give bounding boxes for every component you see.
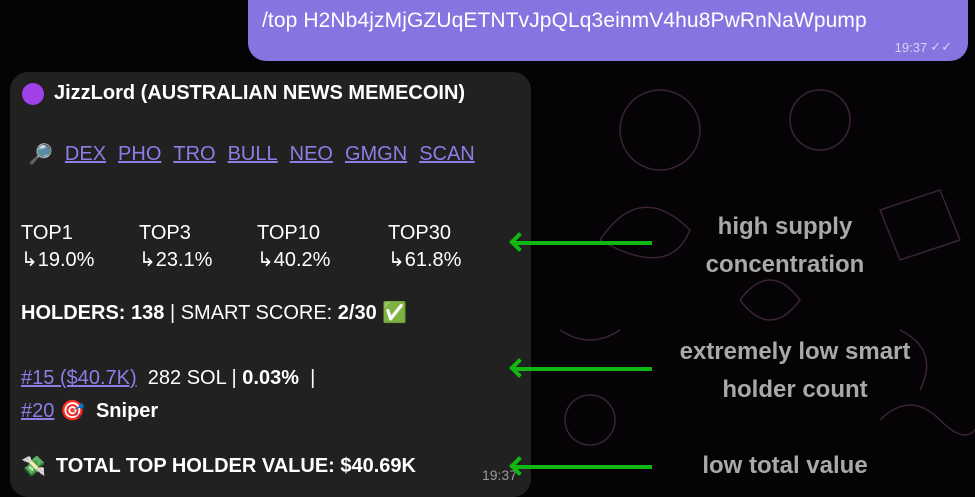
bot-reply-message: JizzLord (AUSTRALIAN NEWS MEMECOIN) 🔎 DE… <box>10 72 531 497</box>
top-value: ↳61.8% <box>388 249 462 271</box>
arrow-left-icon <box>514 465 652 469</box>
wallet-tag: Sniper <box>95 400 159 422</box>
link-bull[interactable]: BULL <box>227 143 278 165</box>
arrow-left-icon <box>514 367 652 371</box>
top-label: TOP3 <box>139 222 191 244</box>
wallet-link[interactable]: #20 <box>21 400 55 422</box>
top-label: TOP10 <box>257 222 320 244</box>
check-icon: ✅ <box>382 302 408 324</box>
holders-label: HOLDERS: <box>21 302 126 324</box>
link-row: 🔎 DEX PHO TRO BULL NEO GMGN SCAN <box>28 142 475 167</box>
message-time: 19:37 <box>481 467 517 483</box>
top-label: TOP1 <box>21 222 73 244</box>
total-value: TOTAL TOP HOLDER VALUE: $40.69K <box>55 455 416 477</box>
holders-value: 138 <box>131 302 165 324</box>
link-gmgn[interactable]: GMGN <box>344 143 408 165</box>
purple-circle-icon <box>22 82 44 105</box>
smart-score-label: | SMART SCORE: <box>169 302 333 324</box>
link-tro[interactable]: TRO <box>173 143 216 165</box>
top-value: ↳40.2% <box>257 249 331 271</box>
annotation: extremely low smart holder count <box>679 338 911 403</box>
holders-line: HOLDERS: 138 | SMART SCORE: 2/30 ✅ <box>21 300 407 325</box>
magnifier-icon: 🔎 <box>28 144 53 166</box>
double-check-icon: ✓✓ <box>930 39 952 54</box>
message-time: 19:37 <box>894 39 928 55</box>
link-scan[interactable]: SCAN <box>419 143 475 165</box>
link-dex[interactable]: DEX <box>64 143 107 165</box>
command-text: /top H2Nb4jzMjGZUqETNTvJpQLq3einmV4hu8Pw… <box>262 9 867 32</box>
annotation: low total value <box>702 452 868 479</box>
top-value: ↳23.1% <box>139 249 213 271</box>
link-neo[interactable]: NEO <box>289 143 333 165</box>
separator: | <box>310 367 316 389</box>
top-label: TOP30 <box>388 222 451 244</box>
money-wings-icon: 💸 <box>21 456 46 478</box>
top-value: ↳19.0% <box>21 249 95 271</box>
target-icon: 🎯 <box>59 400 85 422</box>
wallet-pct: 0.03% <box>242 367 300 389</box>
token-title: JizzLord (AUSTRALIAN NEWS MEMECOIN) <box>54 82 466 104</box>
smart-wallets: #15 ($40.7K) 282 SOL | 0.03% | #20 🎯 Sni… <box>21 362 315 428</box>
link-pho[interactable]: PHO <box>118 143 162 165</box>
smart-score-value: 2/30 <box>337 302 377 324</box>
wallet-sol: 282 SOL | <box>147 367 237 389</box>
annotation: high supply concentration <box>705 213 865 278</box>
arrow-left-icon <box>514 241 652 245</box>
wallet-link[interactable]: #15 ($40.7K) <box>21 367 137 389</box>
outgoing-message: /top H2Nb4jzMjGZUqETNTvJpQLq3einmV4hu8Pw… <box>248 0 968 61</box>
